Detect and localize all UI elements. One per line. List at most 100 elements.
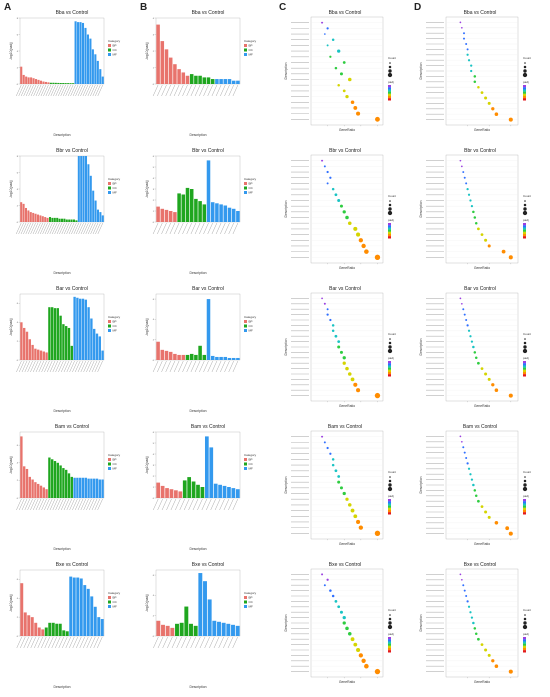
bar-cc [179,622,184,636]
bar-bp [36,214,40,222]
chart-svg: Bxe vs Control 0 2 4 6 -log10(padj) Descriptio… [145,562,257,689]
dot [339,350,343,354]
chart-panel-c-4: Bam vs Control GeneRatio Description Count p… [281,422,409,554]
bar-bp [160,41,165,84]
x-axis-label: GeneRatio [474,128,490,132]
legend-swatch-cc [244,600,247,604]
y-tick-label: 4 [153,595,155,597]
legend-swatch-cc [108,462,111,466]
x-tick-label-mark [72,360,78,373]
bar-cc [54,82,57,84]
dot [331,329,335,333]
legend-count-dot [388,69,392,73]
chart-title: Bam vs Control [328,424,362,430]
x-tick-label-mark [162,636,168,649]
x-tick-label-mark [44,222,51,235]
x-tick-label-mark [51,222,58,235]
dot [323,165,326,168]
dot [323,302,326,305]
y-tick-label: 4 [153,319,155,321]
bar-bp [23,612,27,636]
x-tick-label-mark [167,636,173,649]
x-tick-label-mark [72,84,79,97]
dot [473,80,477,84]
bar-bp [156,620,161,636]
x-tick-label-mark [73,222,80,235]
x-tick-label-mark [41,636,47,649]
x-tick-label-mark [199,636,206,649]
legend-count-dot [523,617,527,621]
dot [465,457,468,459]
chart-svg: Bbr vs Control 0 2 4 6 8 -log10(padj) Descripti… [9,148,121,275]
x-tick-label-mark [194,222,201,235]
bar-mf [100,619,104,636]
legend-count-dot [387,72,393,78]
chart-panel-d-2: Bbr vs Control GeneRatio Description Count p… [416,146,544,278]
x-tick-label-mark [30,360,36,373]
legend-padj-gradient [523,85,526,88]
x-tick-label-mark [201,498,208,511]
x-tick-label-mark [76,636,82,649]
bar-cc [69,83,72,84]
dot [337,475,341,478]
dot [469,473,472,476]
legend-padj-title: padj [388,632,394,636]
x-tick-label-mark [68,222,75,235]
dot [465,43,468,45]
legend-padj-gradient [523,650,526,653]
dot [466,187,469,191]
dot [356,111,361,116]
dot [491,107,495,111]
dot [337,49,341,53]
bar-mf [198,573,203,636]
x-tick-label-mark [90,84,96,97]
bar-bp [47,82,50,84]
legend-title: Category [244,591,257,595]
bar-cc [48,457,51,498]
bar-mf [93,478,96,498]
bar-cc [65,631,69,636]
x-tick-label-mark [181,636,187,649]
legend-count-dot [523,621,527,625]
x-tick-label-mark [63,222,70,235]
dot [487,653,491,657]
plot-area [19,293,105,361]
chart-svg: Bba vs Control 0 2 4 6 8 -log10(padj) Descripti… [9,10,121,137]
dot [459,297,462,300]
chart-panel-b-5: Bxe vs Control 0 2 4 6 -log10(padj) Descriptio… [144,560,272,692]
dot [462,446,465,449]
dot [487,515,491,519]
legend-label-mf: MF [249,191,253,195]
legend-padj-gradient [388,501,391,504]
x-tick-label-mark [43,84,49,97]
bar-bp [23,327,26,360]
x-tick-label-mark [228,84,234,97]
dot [342,356,346,360]
x-tick-label-mark [190,636,196,649]
legend-padj-gradient [388,499,391,502]
x-tick-label-mark [88,360,95,373]
dot [350,508,355,513]
x-tick-label-mark [94,360,101,373]
chart-title: Bbr vs Control [329,148,361,154]
legend-padj-gradient [523,93,526,97]
legend-count-dot [523,345,527,349]
bar-bp [177,354,181,360]
legend-label-mf: MF [249,605,253,609]
bar-cc [65,469,68,498]
legend-title: Category [108,453,121,457]
x-tick-label-mark [23,222,29,235]
x-tick-label-mark [21,360,28,373]
legend-swatch-cc [108,324,111,328]
x-tick-label-mark [178,84,184,97]
bar-mf [80,156,83,222]
x-axis-label: GeneRatio [474,404,490,408]
x-tick-label-mark [165,222,171,235]
dot [470,64,473,67]
bar-bp [156,341,160,360]
x-tick-label-mark [86,636,92,649]
y-tick-label: 4 [153,18,155,20]
x-axis-label: Description [54,409,71,413]
bar-mf [206,160,211,222]
bar-mf [77,156,80,222]
